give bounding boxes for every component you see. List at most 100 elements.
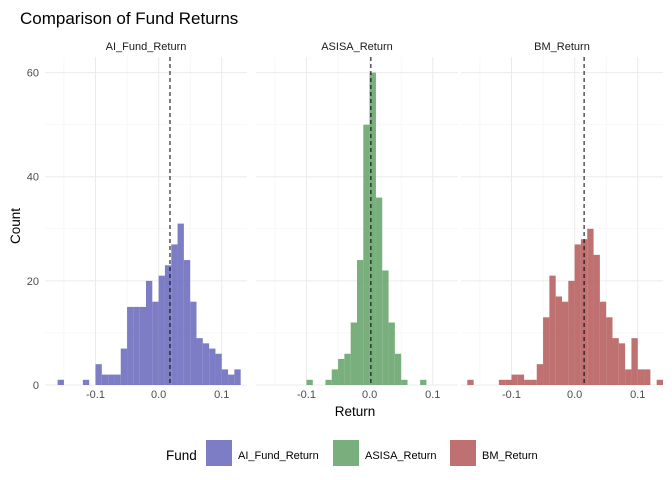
histogram-bar bbox=[505, 379, 512, 385]
histogram-bar bbox=[338, 358, 345, 385]
histogram-bar bbox=[382, 270, 389, 385]
x-tick-label: 0.0 bbox=[362, 389, 377, 401]
legend-title: Fund bbox=[166, 448, 197, 463]
histogram-bar bbox=[133, 306, 140, 385]
histogram-bar bbox=[498, 379, 506, 385]
histogram-bar bbox=[57, 379, 64, 385]
x-tick-label: -0.1 bbox=[86, 389, 105, 401]
legend: Fund AI_Fund_Return ASISA_Return BM_Return bbox=[166, 440, 538, 466]
histogram-bar bbox=[120, 348, 128, 385]
histogram-bar bbox=[511, 374, 518, 385]
histogram-bar bbox=[344, 353, 351, 385]
histogram-bar bbox=[325, 379, 332, 385]
histogram-bar bbox=[420, 379, 427, 385]
x-tick-label: 0.0 bbox=[151, 389, 166, 401]
histogram-bar bbox=[114, 374, 121, 385]
histogram-bar bbox=[164, 265, 172, 385]
histogram-bar bbox=[593, 254, 600, 385]
y-tick-label: 60 bbox=[27, 68, 39, 80]
histogram-bar bbox=[536, 364, 544, 385]
facet-panel-AI_Fund_Return: AI_Fund_Return -0.1 0.0 0.1 bbox=[45, 41, 247, 401]
histogram-bar bbox=[101, 374, 109, 385]
histogram-bar bbox=[152, 301, 159, 385]
y-tick-label: 0 bbox=[33, 380, 39, 392]
histogram-bar bbox=[306, 379, 313, 385]
histogram-bar bbox=[388, 322, 395, 385]
histogram-bar bbox=[108, 374, 115, 385]
legend-swatch bbox=[333, 440, 359, 466]
facet-strip-label: BM_Return bbox=[534, 41, 590, 53]
histogram-bar bbox=[644, 369, 651, 385]
histogram-bar bbox=[618, 343, 626, 385]
histogram-bar bbox=[631, 338, 638, 385]
legend-item-ASISA_Return: ASISA_Return bbox=[333, 440, 437, 466]
histogram-bar bbox=[394, 353, 402, 385]
x-axis-title: Return bbox=[335, 404, 376, 419]
histogram-bar bbox=[562, 301, 569, 385]
histogram-bar bbox=[177, 223, 184, 385]
histogram-bar bbox=[146, 280, 153, 385]
legend-label: ASISA_Return bbox=[365, 450, 437, 462]
facet-panel-ASISA_Return: ASISA_Return -0.1 0.0 0.1 bbox=[256, 41, 458, 401]
histogram-bar bbox=[171, 244, 178, 385]
histogram-bar bbox=[209, 348, 216, 385]
histogram-bar bbox=[190, 301, 197, 385]
histogram-bar bbox=[215, 353, 222, 385]
histogram-bar bbox=[234, 369, 241, 385]
x-tick-label: 0.1 bbox=[214, 389, 229, 401]
histogram-bar bbox=[363, 124, 370, 385]
histogram-bar bbox=[524, 379, 531, 385]
histogram-bar bbox=[95, 364, 102, 385]
x-tick-label: 0.1 bbox=[425, 389, 440, 401]
histogram-bar bbox=[587, 228, 594, 385]
histogram-bar bbox=[369, 72, 376, 385]
histogram-bar bbox=[139, 306, 146, 385]
histogram-bar bbox=[606, 317, 613, 385]
legend-label: AI_Fund_Return bbox=[238, 450, 319, 462]
histogram-bar bbox=[375, 197, 383, 385]
histogram-bar bbox=[574, 244, 581, 385]
legend-item-BM_Return: BM_Return bbox=[450, 440, 538, 466]
histogram-bar bbox=[183, 260, 191, 385]
chart-title: Comparison of Fund Returns bbox=[20, 9, 238, 28]
histogram-bar bbox=[350, 322, 357, 385]
x-tick-label: -0.1 bbox=[297, 389, 316, 401]
histogram-bar bbox=[612, 338, 619, 385]
histogram-bar bbox=[82, 379, 90, 385]
histogram-bar bbox=[656, 379, 663, 385]
legend-swatch bbox=[450, 440, 476, 466]
histogram-bar bbox=[228, 374, 235, 385]
histogram-bar bbox=[127, 306, 134, 385]
legend-swatch bbox=[206, 440, 232, 466]
histogram-bar bbox=[331, 369, 339, 385]
x-tick-label: 0.0 bbox=[567, 389, 582, 401]
histogram-bar bbox=[467, 379, 474, 385]
legend-label: BM_Return bbox=[482, 450, 538, 462]
y-axis-title: Count bbox=[8, 208, 23, 244]
histogram-bar bbox=[543, 317, 550, 385]
histogram-bar bbox=[401, 379, 408, 385]
facet-panel-BM_Return: BM_Return -0.1 0.0 0.1 bbox=[461, 41, 663, 401]
y-tick-label: 20 bbox=[27, 276, 39, 288]
facet-strip-label: ASISA_Return bbox=[321, 41, 393, 53]
histogram-bar bbox=[357, 260, 364, 385]
facet-panels: AI_Fund_Return -0.1 0.0 0.1 ASISA_Return -0.1… bbox=[27, 41, 663, 401]
facet-strip-label: AI_Fund_Return bbox=[106, 41, 187, 53]
y-tick-label: 40 bbox=[27, 172, 39, 184]
x-tick-label: -0.1 bbox=[502, 389, 521, 401]
histogram-bar bbox=[202, 343, 210, 385]
histogram-bar bbox=[637, 369, 645, 385]
histogram-bar bbox=[517, 374, 525, 385]
histogram-bar bbox=[158, 275, 165, 385]
histogram-bar bbox=[568, 280, 575, 385]
histogram-bar bbox=[530, 379, 537, 385]
histogram-bar bbox=[196, 338, 203, 385]
histogram-bar bbox=[221, 369, 229, 385]
histogram-bar bbox=[549, 275, 556, 385]
x-tick-label: 0.1 bbox=[630, 389, 645, 401]
histogram-bar bbox=[555, 296, 562, 385]
histogram-bar bbox=[625, 369, 632, 385]
histogram-bar bbox=[599, 301, 607, 385]
legend-item-AI_Fund_Return: AI_Fund_Return bbox=[206, 440, 319, 466]
